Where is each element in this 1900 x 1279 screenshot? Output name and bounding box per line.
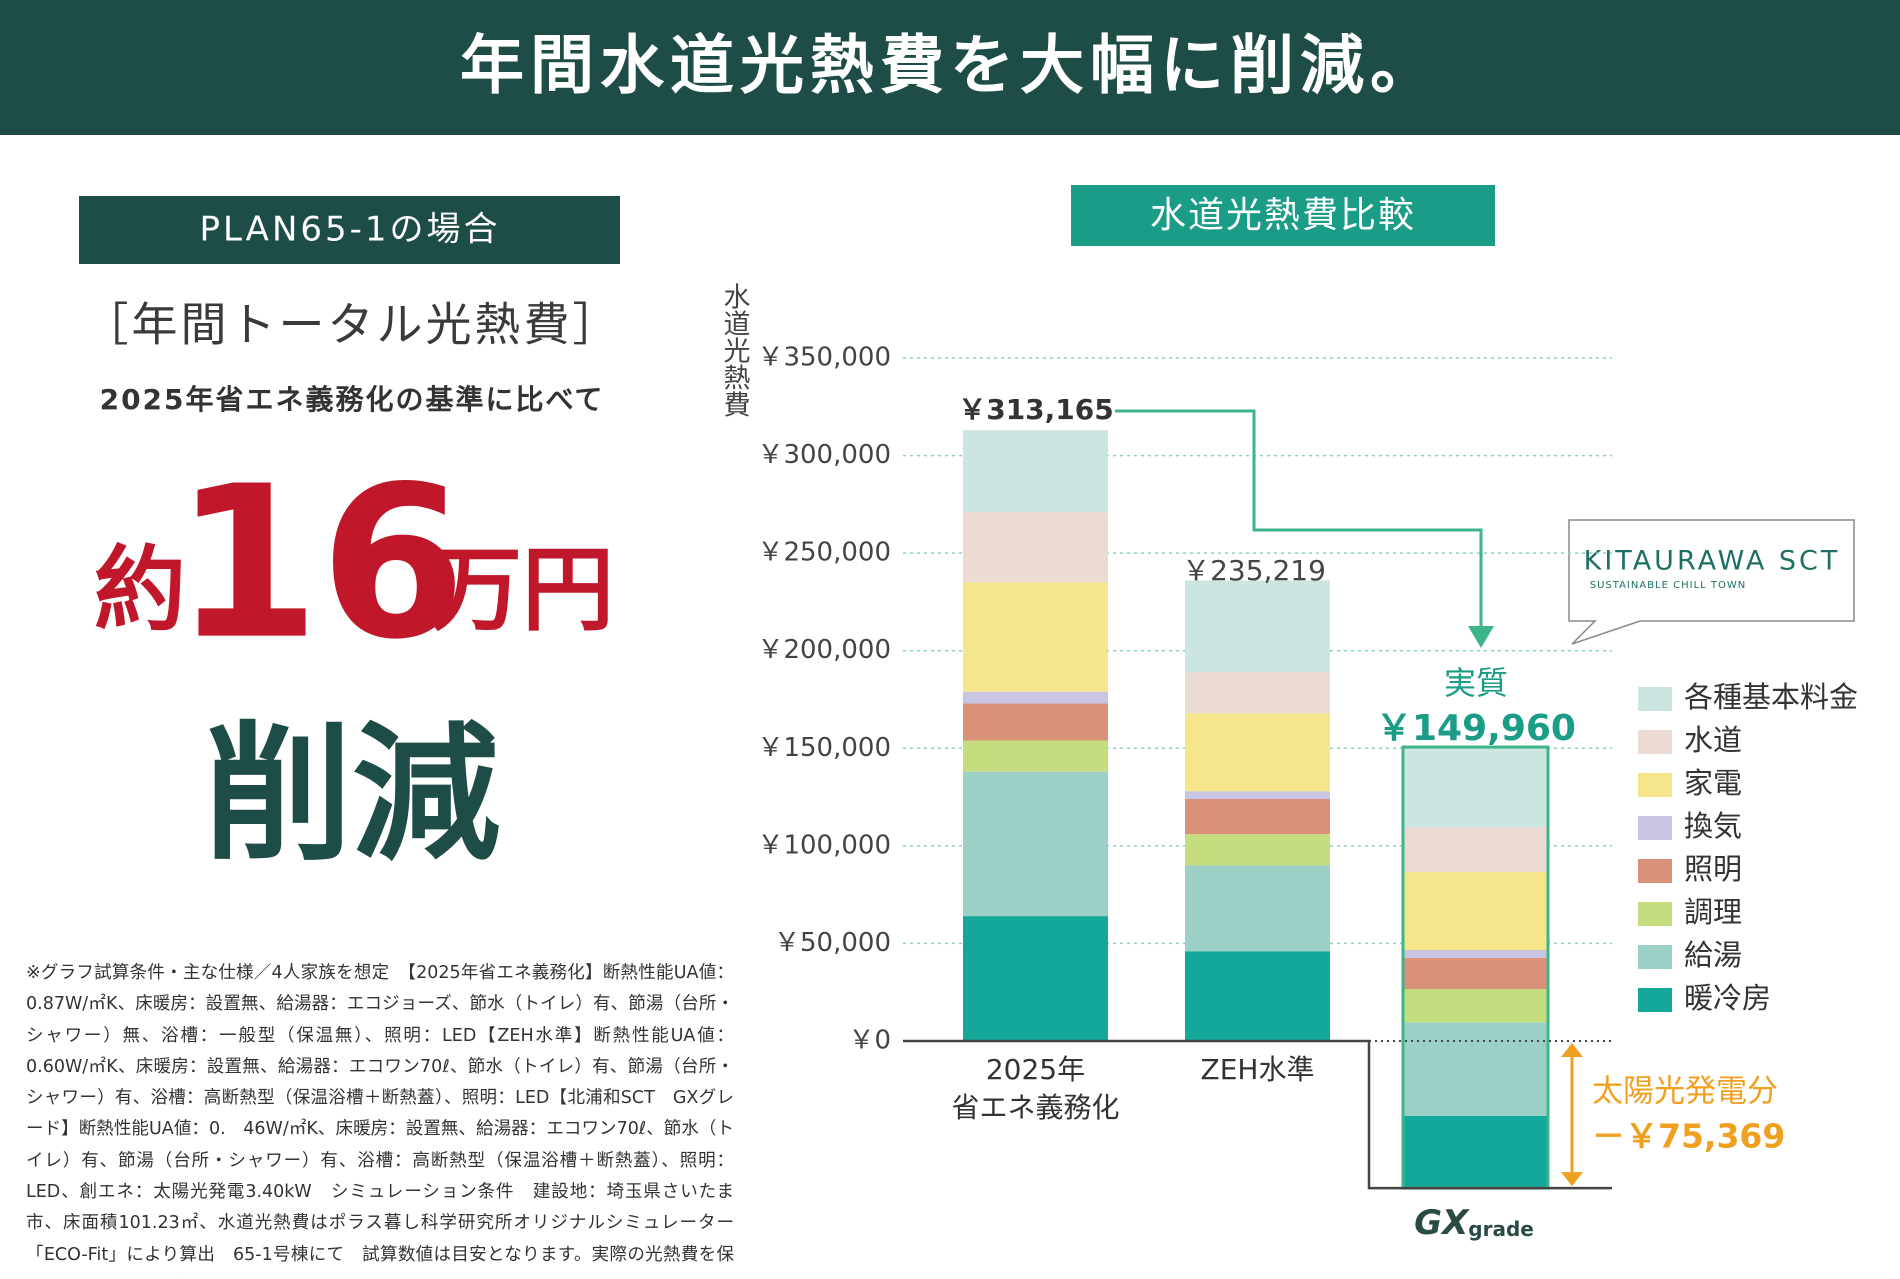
arrow-line	[1115, 409, 1483, 628]
gx-grade: grade	[1468, 1217, 1534, 1241]
y-tick-label: ￥0	[848, 1026, 891, 1056]
total-label: ￥313,165	[958, 393, 1114, 426]
brand-tagline: SUSTAINABLE CHILL TOWN	[1590, 580, 1747, 591]
y-tick-label: ￥100,000	[757, 830, 891, 860]
effective-label: 実質	[1444, 664, 1508, 702]
bar-segment	[963, 916, 1108, 1041]
bar-segment	[1403, 871, 1548, 951]
legend-label: 各種基本料金	[1684, 680, 1858, 714]
x-tick-label-line: 2025年	[986, 1053, 1085, 1086]
amount-unit: 万円	[430, 536, 614, 643]
summary-subheading: 2025年省エネ義務化の基準に比べて	[100, 383, 605, 416]
bar-segment	[963, 771, 1108, 917]
summary-verb: 削減	[204, 709, 500, 881]
legend-swatch	[1638, 816, 1672, 840]
bar-segment	[963, 430, 1108, 513]
bar-segment	[1403, 1115, 1548, 1189]
y-tick-label: ￥50,000	[774, 928, 891, 958]
bar-segment	[1403, 957, 1548, 990]
y-tick-label: ￥300,000	[757, 440, 891, 470]
amount-number: 16	[174, 441, 466, 686]
legend-swatch	[1638, 859, 1672, 883]
footnote: ※グラフ試算条件・主な仕様／4人家族を想定 【2025年省エネ義務化】断熱性能U…	[26, 963, 734, 1276]
x-tick-label: ZEH水準	[1201, 1053, 1315, 1086]
bar-segment	[963, 512, 1108, 583]
legend-label: 家電	[1684, 766, 1742, 800]
header-title: 年間水道光熱費を大幅に削減。	[460, 30, 1440, 104]
legend-swatch	[1638, 945, 1672, 969]
solar-label: 太陽光発電分	[1592, 1074, 1778, 1110]
bar-segment	[1185, 713, 1330, 792]
bar-segment	[963, 691, 1108, 704]
y-axis-label: 水道光熱費	[719, 282, 751, 417]
bar-segment	[1185, 580, 1330, 673]
legend-swatch	[1638, 902, 1672, 926]
bar-segment	[1403, 950, 1548, 958]
bar-segment	[1403, 989, 1548, 1023]
plan-box	[79, 196, 620, 264]
legend-label: 換気	[1684, 809, 1742, 843]
bar-segment	[1185, 799, 1330, 835]
legend-swatch	[1638, 773, 1672, 797]
y-tick-label: ￥150,000	[757, 733, 891, 763]
bar-segment	[1403, 827, 1548, 872]
bar-segment	[1185, 834, 1330, 866]
bar-segment	[963, 582, 1108, 692]
chart-title-box	[1071, 185, 1495, 246]
bar-segment	[963, 703, 1108, 741]
amount-prefix: 約	[94, 536, 186, 643]
legend-label: 給湯	[1684, 938, 1742, 972]
summary-heading: ［年間トータル光熱費］	[83, 298, 622, 352]
y-tick-label: ￥250,000	[757, 538, 891, 568]
gx-logo: GX	[1414, 1203, 1470, 1243]
bar-segment	[1403, 747, 1548, 828]
legend-label: 暖冷房	[1684, 981, 1771, 1015]
bar-segment	[1185, 791, 1330, 800]
bar-segment	[1185, 865, 1330, 952]
bar-segment	[1403, 1022, 1548, 1116]
legend-swatch	[1638, 730, 1672, 754]
brand-name: KITAURAWA SCT	[1584, 546, 1841, 577]
legend-swatch	[1638, 988, 1672, 1012]
y-tick-label: ￥350,000	[757, 343, 891, 373]
plan-label: PLAN65-1の場合	[199, 210, 500, 250]
total-label: ￥235,219	[1182, 554, 1326, 587]
total-label: ￥149,960	[1376, 708, 1576, 749]
brand-bubble	[1568, 519, 1855, 645]
y-tick-label: ￥200,000	[757, 635, 891, 665]
bar-segment	[963, 740, 1108, 772]
bar-segment	[1185, 672, 1330, 714]
legend-label: 調理	[1684, 895, 1742, 929]
baseline	[903, 1039, 1612, 1190]
x-tick-label-line: 省エネ義務化	[951, 1091, 1119, 1124]
legend-label: 照明	[1684, 852, 1742, 886]
header-band	[0, 0, 1900, 135]
legend-label: 水道	[1684, 723, 1742, 757]
arrow-head	[1468, 626, 1494, 648]
x-tick-label: 2025年省エネ義務化	[951, 1053, 1119, 1124]
x-tick-label: GXgrade	[1414, 1203, 1534, 1243]
solar-value: －￥75,369	[1592, 1117, 1785, 1156]
chart-title: 水道光熱費比較	[1150, 195, 1416, 236]
bar-segment	[1185, 951, 1330, 1041]
legend-swatch	[1638, 687, 1672, 711]
